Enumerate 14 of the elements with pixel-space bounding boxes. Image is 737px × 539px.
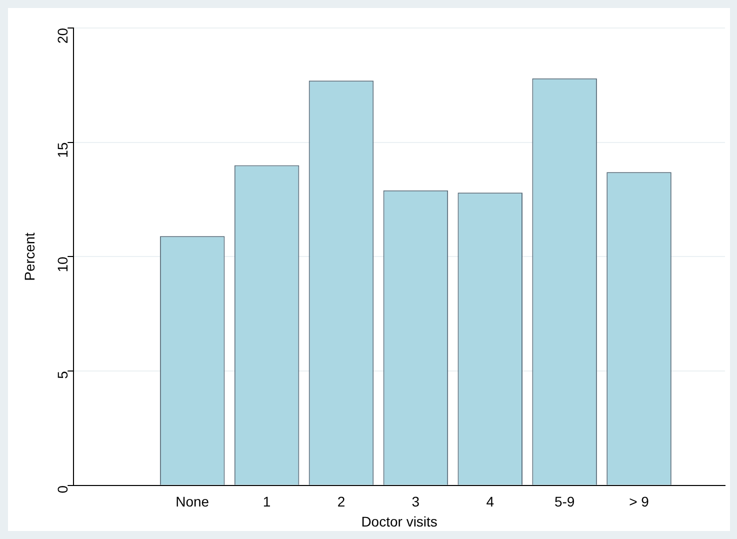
x-tick-label: 1 xyxy=(262,494,271,510)
x-tick-label: > 9 xyxy=(629,494,650,510)
y-axis-title: Percent xyxy=(21,232,38,281)
x-tick-label: 3 xyxy=(412,494,420,510)
y-tick-label: 10 xyxy=(54,256,70,272)
x-tick-label: 2 xyxy=(337,494,346,510)
y-tick-label: 5 xyxy=(54,370,70,379)
x-tick-label: 5-9 xyxy=(554,494,575,510)
y-tick-label: 0 xyxy=(54,485,70,494)
y-tick-label: 15 xyxy=(54,142,70,158)
x-tick-label: 4 xyxy=(486,494,494,510)
y-tick-label: 20 xyxy=(54,28,70,44)
x-axis-title: Doctor visits xyxy=(361,513,438,530)
x-tick-label: None xyxy=(176,494,210,510)
